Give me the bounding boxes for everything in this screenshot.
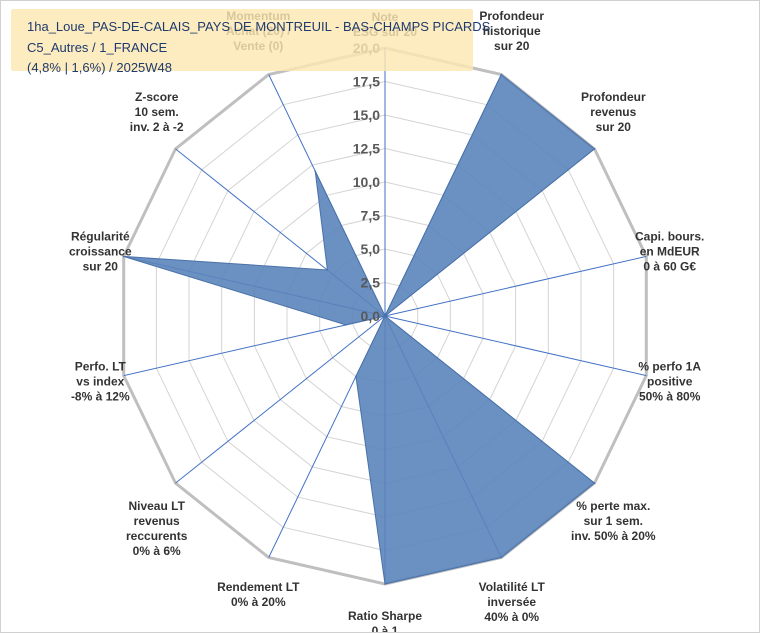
data-series-area xyxy=(123,73,596,585)
chart-title-line-2: C5_Autres / 1_FRANCE xyxy=(27,40,168,55)
axis-spoke-5 xyxy=(384,315,647,377)
data-point-2 xyxy=(500,73,503,76)
axis-spoke-4 xyxy=(384,255,647,317)
category-label-9: Rendement LT 0% à 20% xyxy=(217,580,300,609)
data-point-6 xyxy=(593,482,596,484)
category-label-8: Ratio Sharpe 0 à 1 xyxy=(348,609,422,632)
tick-label: 12,5 xyxy=(353,141,380,157)
data-point-7 xyxy=(500,556,503,559)
data-point-8 xyxy=(384,583,386,585)
category-label-5: % perfo 1A positive 50% à 80% xyxy=(638,360,701,404)
chart-title-box: 1ha_Loue_PAS-DE-CALAIS_PAYS DE MONTREUIL… xyxy=(11,9,490,75)
category-label-13: Z-score 10 sem. inv. 2 à -2 xyxy=(130,90,184,134)
data-point-11 xyxy=(345,324,347,326)
category-label-6: % perte max. sur 1 sem. inv. 50% à 20% xyxy=(571,499,656,543)
tick-label: 5,0 xyxy=(361,241,381,257)
category-label-2: Profondeur historique sur 20 xyxy=(479,9,544,53)
tick-label: 17,5 xyxy=(353,74,380,90)
tick-label: 7,5 xyxy=(361,208,381,224)
axis-spoke-10 xyxy=(175,315,386,484)
category-label-11: Perfo. LT vs index -8% à 12% xyxy=(71,360,130,404)
tick-label: 15,0 xyxy=(353,107,380,123)
tick-label: 0,0 xyxy=(361,308,381,324)
category-label-12: Régularité croissance sur 20 xyxy=(69,230,132,274)
tick-label: 10,0 xyxy=(353,174,380,190)
data-point-9 xyxy=(355,375,357,378)
chart-title-line-1: 1ha_Loue_PAS-DE-CALAIS_PAYS DE MONTREUIL… xyxy=(27,19,491,34)
axis-spoke-11 xyxy=(123,315,386,377)
data-point-3 xyxy=(593,148,596,150)
category-label-10: Niveau LT revenus reccurents 0% à 6% xyxy=(126,499,188,558)
data-point-10 xyxy=(384,315,386,317)
chart-title-line-3: (4,8% | 1,6%) / 2025W48 xyxy=(27,60,173,75)
category-label-4: Capi. bours. en MdEUR 0 à 60 G€ xyxy=(635,230,704,274)
data-point-14 xyxy=(314,170,317,172)
data-point-13 xyxy=(326,269,329,271)
category-label-7: Volatilité LT inversée 40% à 0% xyxy=(479,580,546,624)
category-label-3: Profondeur revenus sur 20 xyxy=(581,90,646,134)
data-point-12 xyxy=(122,255,125,258)
tick-label: 2,5 xyxy=(361,275,381,291)
